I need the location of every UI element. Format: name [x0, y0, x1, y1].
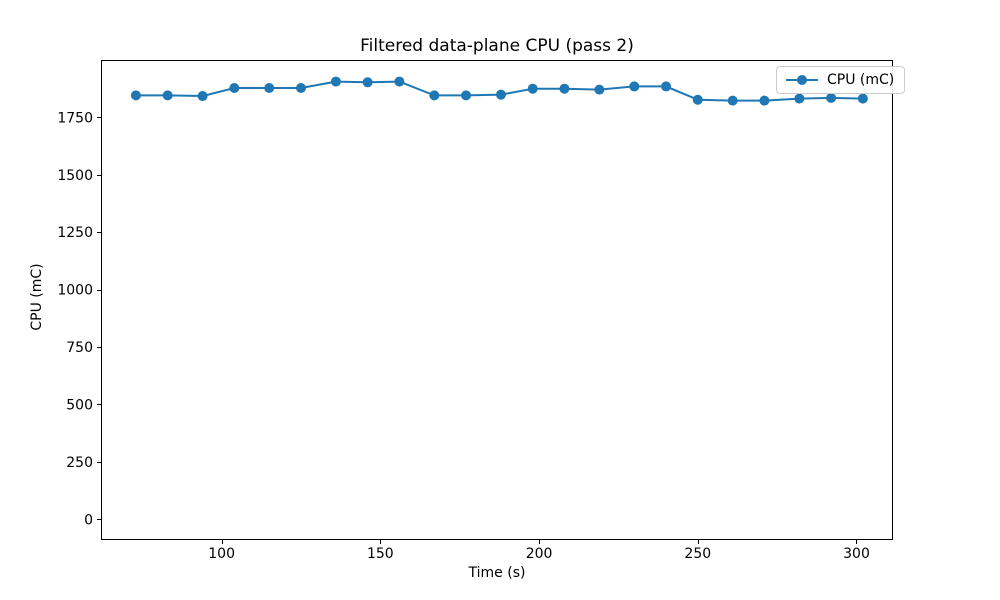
- y-tick-label: 0: [84, 512, 93, 528]
- y-tick-label: 1250: [57, 225, 93, 241]
- y-axis-label: CPU (mC): [29, 263, 45, 331]
- data-point-marker: [629, 81, 640, 92]
- data-point-marker: [527, 83, 538, 94]
- x-tick-label: 150: [367, 546, 394, 562]
- data-point-marker: [330, 76, 341, 87]
- y-tick-label: 1750: [57, 110, 93, 126]
- data-point-marker: [229, 83, 240, 94]
- data-point-marker: [559, 83, 570, 94]
- legend-label: CPU (mC): [827, 72, 895, 88]
- data-point-marker: [197, 91, 208, 102]
- data-point-marker: [794, 93, 805, 104]
- data-point-marker: [429, 90, 440, 101]
- x-tick-label: 100: [208, 546, 235, 562]
- data-point-marker: [594, 84, 605, 95]
- data-point-marker: [295, 83, 306, 94]
- legend-line-marker-icon: [786, 75, 818, 85]
- axes-frame: [101, 60, 893, 540]
- data-point-marker: [162, 90, 173, 101]
- data-point-marker: [857, 93, 868, 104]
- y-tick-label: 250: [66, 455, 93, 471]
- data-point-marker: [461, 90, 472, 101]
- y-tick-label: 500: [66, 397, 93, 413]
- data-point-marker: [495, 89, 506, 100]
- data-point-marker: [826, 92, 837, 103]
- y-tick-label: 1000: [57, 283, 93, 299]
- y-tick-label: 1500: [57, 168, 93, 184]
- legend: CPU (mC): [776, 66, 906, 94]
- x-tick-label: 200: [526, 546, 553, 562]
- data-point-marker: [727, 95, 738, 106]
- data-point-marker: [692, 94, 703, 105]
- data-point-marker: [264, 83, 275, 94]
- data-point-marker: [661, 81, 672, 92]
- data-point-marker: [130, 90, 141, 101]
- data-point-marker: [394, 76, 405, 87]
- y-tick-label: 750: [66, 340, 93, 356]
- chart-title: Filtered data-plane CPU (pass 2): [360, 36, 634, 56]
- data-point-marker: [362, 77, 373, 88]
- data-point-marker: [759, 95, 770, 106]
- x-tick-label: 250: [684, 546, 711, 562]
- x-tick-label: 300: [843, 546, 870, 562]
- x-axis-label: Time (s): [468, 565, 526, 581]
